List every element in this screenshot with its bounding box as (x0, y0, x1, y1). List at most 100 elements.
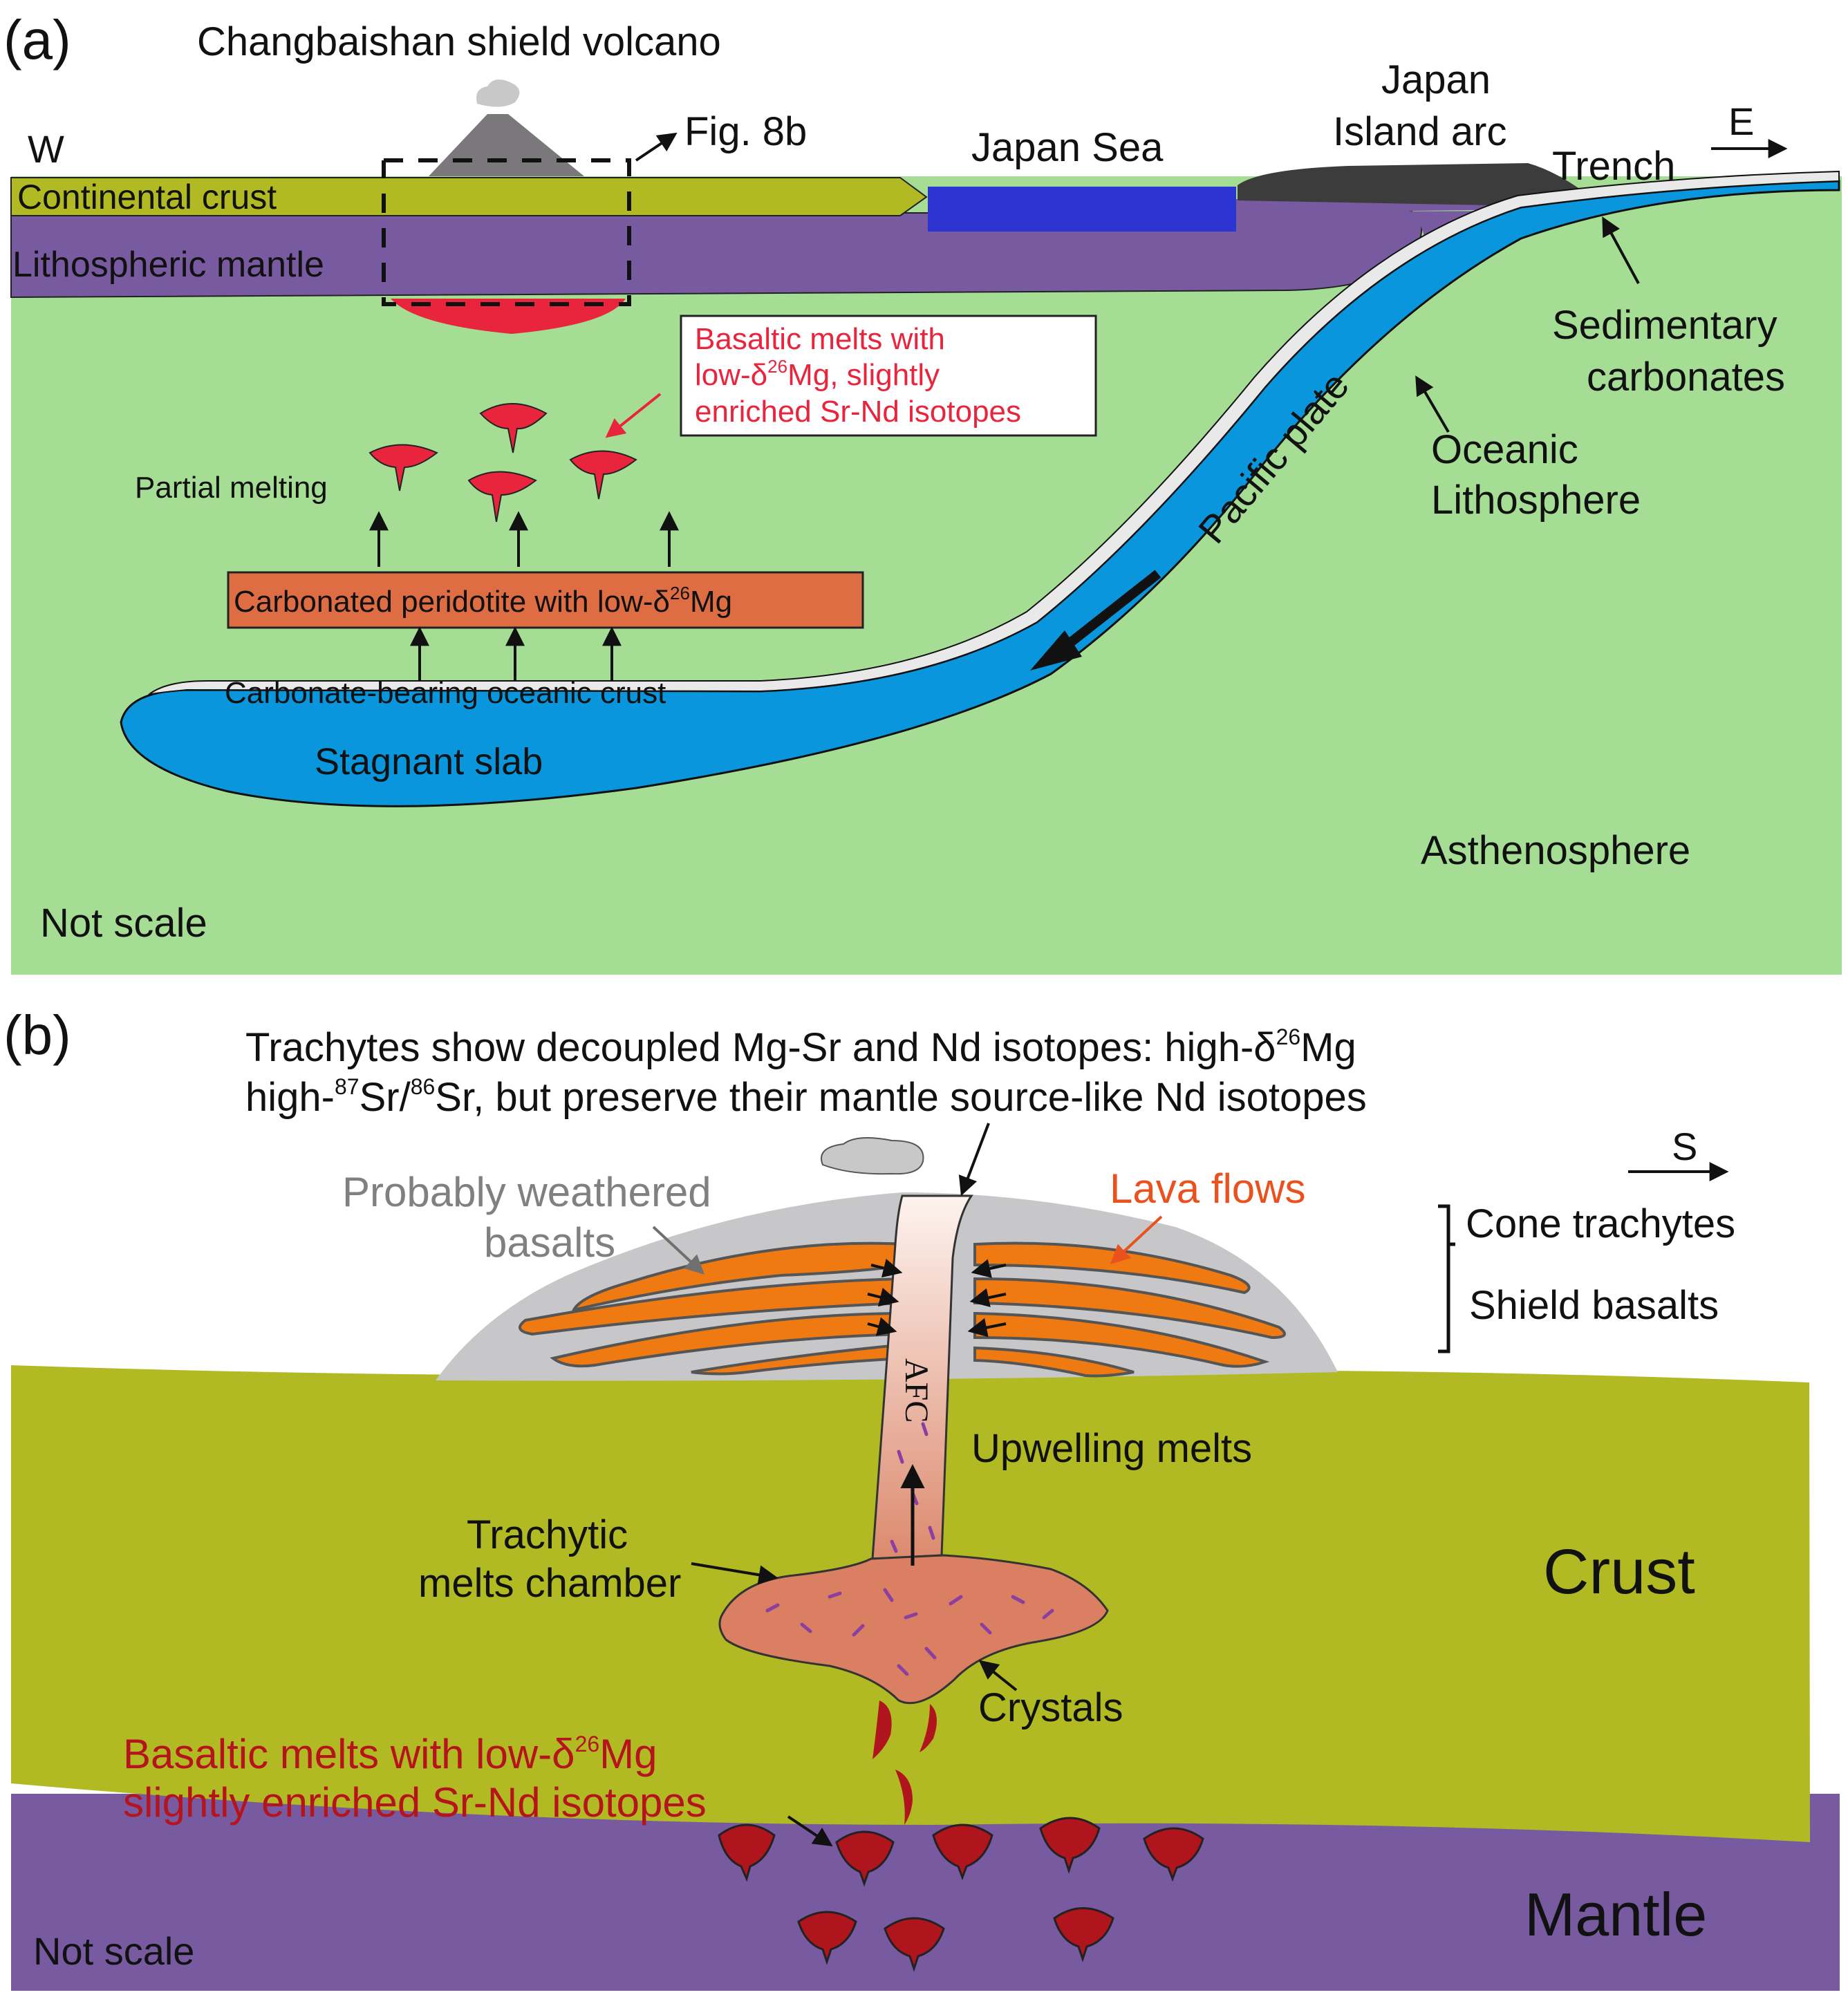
arrow-trench (1602, 216, 1640, 284)
melts-box-line-2: low-δ26Mg, slightly (695, 356, 940, 392)
melt-blob (718, 1823, 776, 1882)
japan-arc-label-1: Japan (1381, 57, 1491, 102)
melts-box-line-3: enriched Sr-Nd isotopes (695, 395, 1021, 429)
sedimentary-label-2: carbonates (1587, 355, 1785, 400)
crystal (928, 1526, 935, 1540)
crystals-label: Crystals (978, 1685, 1123, 1730)
panel-b-label: (b) (3, 1004, 71, 1066)
volcano-a-plume (476, 79, 520, 107)
melt-droplet (467, 471, 537, 523)
arrow-oceanic (1415, 375, 1450, 433)
crystal (897, 1450, 904, 1464)
crystal (904, 1612, 918, 1620)
arrow-melts (605, 393, 662, 438)
upwelling-label: Upwelling melts (971, 1426, 1252, 1471)
melt-droplet (569, 450, 637, 500)
melt-blob (1053, 1907, 1114, 1962)
fig8b-label: Fig. 8b (684, 109, 807, 154)
carbonated-peridotite-box (227, 571, 864, 629)
crystal (921, 1422, 928, 1436)
panel-b-title-2: high-87Sr/86Sr, but preserve their mantl… (245, 1074, 1367, 1120)
melt-droplets-a (368, 403, 637, 523)
arrow-afc (969, 1288, 1007, 1308)
melts-info-box (680, 315, 1097, 437)
lava-flow (973, 1277, 1286, 1340)
melt-blob (1143, 1827, 1204, 1882)
east-label: E (1728, 100, 1754, 143)
japan-island-arc (1238, 163, 1604, 207)
melt-drop (872, 1700, 892, 1759)
crystal (980, 1622, 992, 1635)
arrow-subduction (1058, 570, 1161, 654)
crystal (883, 1588, 894, 1602)
panel-a: (a) Changbaishan shield volcano W E Fig.… (3, 9, 1842, 975)
arrow-vent (958, 1123, 990, 1197)
melt-drop (920, 1704, 937, 1752)
partial-melting-label: Partial melting (135, 471, 328, 505)
panel-b-title-1: Trachytes show decoupled Mg-Sr and Nd is… (245, 1024, 1356, 1070)
melt-blob (1039, 1817, 1101, 1874)
arrow-afc (870, 1258, 903, 1278)
crust-label: Crust (1543, 1537, 1695, 1607)
arrow-afc (967, 1318, 1007, 1338)
crystal (852, 1624, 865, 1637)
peridotite-label: Carbonated peridotite with low-δ26Mg (234, 583, 732, 619)
trachytic-melts-chamber (718, 1554, 1109, 1705)
west-label: W (28, 127, 64, 171)
arrow-lava (1110, 1215, 1163, 1264)
panel-b: (b) Trachytes show decoupled Mg-Sr and N… (3, 1004, 1840, 1991)
melt-droplet (479, 403, 548, 453)
melts-box-line-1: Basaltic melts with (695, 322, 945, 356)
crystal (924, 1647, 937, 1660)
crystal (1011, 1595, 1025, 1604)
crystal (897, 1664, 909, 1676)
lava-flows (519, 1241, 1286, 1378)
lava-flow (550, 1311, 907, 1368)
panel-a-label: (a) (3, 9, 71, 71)
crystal (828, 1591, 842, 1599)
continental-crust-label: Continental crust (17, 178, 277, 216)
crystal (949, 1595, 963, 1606)
crystal (1042, 1609, 1054, 1620)
crystal (800, 1622, 812, 1633)
panel-a-title: Changbaishan shield volcano (197, 19, 721, 64)
weathered-label-1: Probably weathered (342, 1169, 711, 1215)
not-scale-b: Not scale (33, 1929, 194, 1973)
crystal (765, 1603, 780, 1613)
japan-sea (928, 187, 1236, 232)
arrow-weathered (652, 1226, 705, 1275)
melt-blob (835, 1830, 895, 1887)
melt-blob (932, 1823, 993, 1881)
trench-label: Trench (1552, 144, 1675, 189)
melt-pool-a (391, 299, 626, 334)
japan-sea-label: Japan Sea (971, 125, 1164, 170)
arrow-mantle-melts (787, 1815, 833, 1847)
cone-shield-bracket (1438, 1204, 1455, 1353)
oceanic-label-2: Lithosphere (1431, 478, 1641, 523)
mantle-label: Mantle (1524, 1880, 1707, 1949)
lava-flow (973, 1241, 1251, 1295)
crystals (765, 1422, 1054, 1676)
arrow-afc (867, 1317, 897, 1336)
mantle-melts-label-1: Basaltic melts with low-δ26Mg (123, 1731, 657, 1777)
lava-flows-label: Lava flows (1110, 1165, 1305, 1212)
not-scale-a: Not scale (40, 901, 207, 946)
lava-flow (973, 1311, 1270, 1368)
afc-label: AFC (898, 1358, 935, 1423)
magma-conduit (871, 1194, 973, 1560)
lava-flow (691, 1342, 907, 1376)
melt-droplet (368, 444, 438, 491)
melt-drop (895, 1770, 913, 1825)
lava-flow (519, 1277, 907, 1336)
chamber-label-2: melts chamber (418, 1561, 681, 1606)
oceanic-label-1: Oceanic (1431, 427, 1578, 472)
chamber-label-1: Trachytic (467, 1512, 628, 1557)
lava-flow (973, 1346, 1135, 1378)
mantle-melts-label-2: slightly enriched Sr-Nd isotopes (123, 1779, 707, 1826)
fig8b-dashed-box (382, 158, 631, 306)
volcano-b-plume (821, 1137, 924, 1175)
arrow-subduction-head (1030, 630, 1082, 671)
south-label: S (1672, 1125, 1697, 1168)
